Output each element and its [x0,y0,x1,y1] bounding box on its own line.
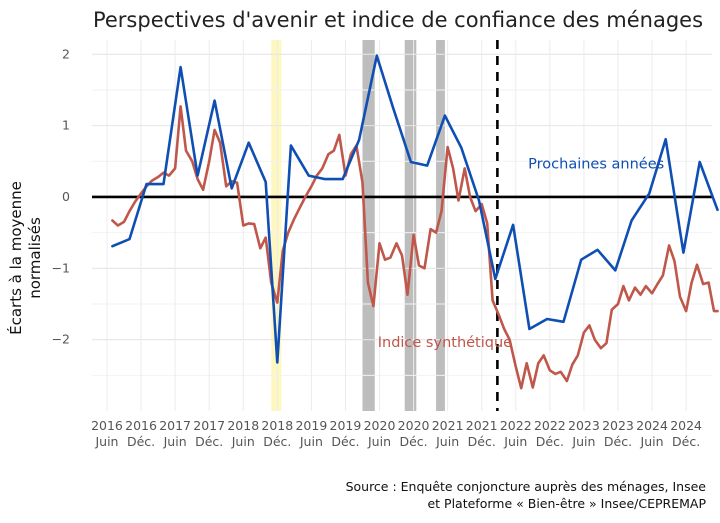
series-annotation: Prochaines années [528,156,664,172]
x-tick-label-half: Déc. [468,434,496,449]
x-tick-label-half: Juin [640,434,664,449]
x-tick-label-half: Déc. [536,434,564,449]
x-tick-label-year: 2016 [125,418,157,433]
x-tick-label-half: Juin [94,434,118,449]
chart-title: Perspectives d'avenir et indice de confi… [93,8,703,32]
x-tick-label-half: Déc. [672,434,700,449]
shaded-period [362,40,375,411]
shaded-period [271,40,282,411]
x-tick-label-year: 2021 [466,418,498,433]
x-tick-label-year: 2016 [91,418,123,433]
x-tick-label-year: 2022 [534,418,566,433]
x-tick-label-year: 2019 [330,418,362,433]
series-line-prochaines-annees [111,54,719,364]
y-tick-label: 0 [62,189,70,204]
source-note: Source : Enquête conjoncture auprès des … [346,479,707,511]
source-line-2: et Plateforme « Bien-être » Insee/CEPREM… [427,496,706,511]
x-tick-label-year: 2019 [295,418,327,433]
x-tick-label-year: 2023 [568,418,600,433]
y-axis-ticks: −2 −1 0 1 2 [52,46,70,346]
shaded-period [436,40,445,411]
x-tick-label-year: 2024 [636,418,668,433]
y-tick-label: −1 [52,260,70,275]
x-tick-label-half: Juin [571,434,595,449]
series-annotation: Indice synthétique [378,335,512,351]
y-tick-label: 2 [62,46,70,61]
x-tick-label-half: Déc. [195,434,223,449]
y-tick-label: −2 [52,332,70,347]
x-tick-label-year: 2022 [500,418,532,433]
x-tick-label-half: Juin [299,434,323,449]
x-axis-ticks: 2016Juin2016Déc.2017Juin2017Déc.2018Juin… [91,418,702,449]
x-tick-label-year: 2017 [193,418,225,433]
plot-background [271,40,445,411]
shaded-period [404,40,417,411]
x-tick-label-half: Juin [367,434,391,449]
x-tick-label-half: Déc. [399,434,427,449]
y-axis-label-line-1: Écarts à la moyenne [6,181,25,335]
x-tick-label-year: 2018 [261,418,293,433]
x-tick-label-half: Déc. [604,434,632,449]
x-tick-label-year: 2020 [398,418,430,433]
series-line-indice-synthetique [111,105,719,390]
series-annotations: Prochaines années Indice synthétique [378,156,664,350]
x-tick-label-half: Déc. [331,434,359,449]
y-tick-label: 1 [62,118,70,133]
x-tick-label-year: 2018 [227,418,259,433]
x-tick-label-year: 2023 [602,418,634,433]
x-tick-label-half: Juin [231,434,255,449]
x-tick-label-year: 2020 [364,418,396,433]
x-tick-label-year: 2021 [432,418,464,433]
x-tick-label-year: 2024 [670,418,702,433]
series-lines [92,40,719,411]
x-tick-label-half: Juin [435,434,459,449]
y-axis-label: Écarts à la moyenne normalisés [6,181,44,335]
x-tick-label-half: Juin [163,434,187,449]
y-axis-label-line-2: normalisés [26,217,44,299]
x-tick-label-half: Juin [503,434,527,449]
x-tick-label-year: 2017 [159,418,191,433]
x-tick-label-half: Déc. [127,434,155,449]
source-line-1: Source : Enquête conjoncture auprès des … [346,479,707,494]
x-tick-label-half: Déc. [263,434,291,449]
